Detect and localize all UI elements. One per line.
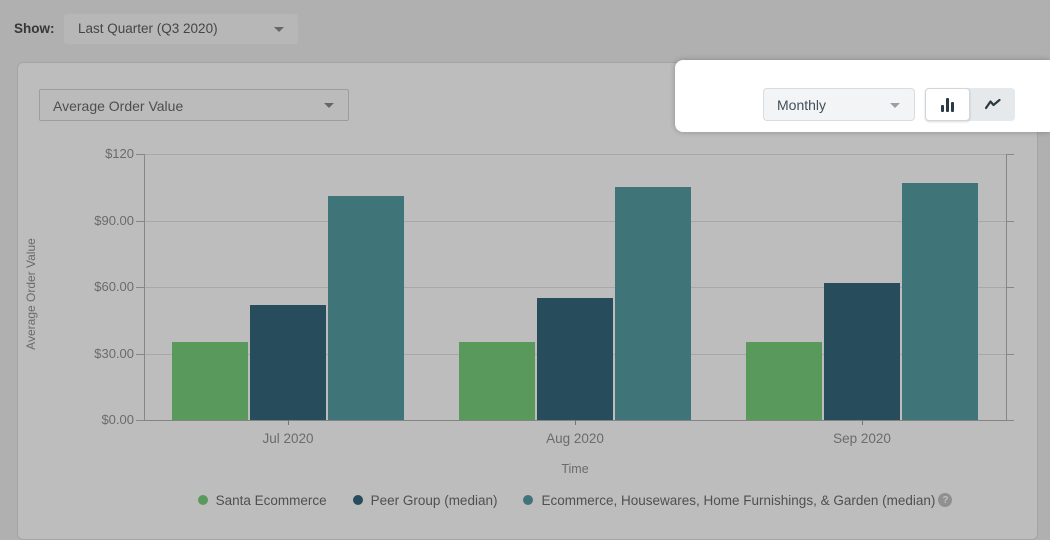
y-tick-label: $60.00 <box>94 279 134 294</box>
bar-chart-icon <box>941 97 954 112</box>
bar-sep-2020-s0[interactable] <box>746 342 822 420</box>
bar-sep-2020-s1[interactable] <box>824 283 900 420</box>
top-toolbar: Show: Last Quarter (Q3 2020) <box>0 0 1050 62</box>
metric-dropdown[interactable]: Average Order Value <box>39 89 349 121</box>
y-axis-tick <box>1006 287 1014 288</box>
period-dropdown-value: Last Quarter (Q3 2020) <box>78 21 218 36</box>
y-tick-label: $0.00 <box>101 412 134 427</box>
x-axis-tick <box>575 420 576 425</box>
bar-aug-2020-s2[interactable] <box>615 187 691 420</box>
y-axis-tick <box>1006 420 1014 421</box>
bar-sep-2020-s2[interactable] <box>902 183 978 420</box>
x-tick-label: Sep 2020 <box>833 431 891 446</box>
right-axis-line <box>1006 154 1007 420</box>
legend-label: Peer Group (median) <box>370 492 498 508</box>
legend-label: Santa Ecommerce <box>215 492 327 508</box>
y-axis-tick <box>1006 221 1014 222</box>
y-tick-label: $90.00 <box>94 213 134 228</box>
chart-panel: Average Order Value Average Order Value … <box>17 62 1038 540</box>
legend-dot <box>523 495 534 505</box>
legend-item-2[interactable]: Ecommerce, Housewares, Home Furnishings,… <box>523 492 953 508</box>
chevron-down-icon <box>890 102 900 108</box>
period-dropdown[interactable]: Last Quarter (Q3 2020) <box>64 14 298 44</box>
legend-item-0[interactable]: Santa Ecommerce <box>197 492 327 508</box>
y-axis-tick <box>1006 354 1014 355</box>
y-axis-tick <box>136 420 144 421</box>
chevron-down-icon <box>324 103 334 108</box>
y-axis-line <box>144 154 145 420</box>
frequency-dropdown[interactable]: Monthly <box>763 88 915 121</box>
x-axis-tick <box>862 420 863 425</box>
help-icon[interactable]: ? <box>938 493 953 507</box>
y-axis-tick <box>136 287 144 288</box>
y-axis-tick <box>136 221 144 222</box>
line-chart-icon <box>984 98 1001 110</box>
y-axis-tick <box>136 354 144 355</box>
gridline <box>144 221 1006 222</box>
legend-dot <box>352 495 363 505</box>
y-axis-tick <box>1006 154 1014 155</box>
y-axis-tick <box>136 154 144 155</box>
x-axis-title: Time <box>561 462 589 476</box>
gridline <box>144 154 1006 155</box>
show-label: Show: <box>14 21 55 36</box>
bar-jul-2020-s1[interactable] <box>250 305 326 420</box>
y-tick-label: $30.00 <box>94 346 134 361</box>
metric-dropdown-value: Average Order Value <box>53 98 184 114</box>
legend-item-1[interactable]: Peer Group (median) <box>352 492 498 508</box>
line-view-button[interactable] <box>970 88 1015 121</box>
chart-legend: Santa Ecommerce Peer Group (median) Ecomme… <box>144 491 1006 509</box>
y-tick-label: $120 <box>105 146 134 161</box>
bar-aug-2020-s1[interactable] <box>537 298 613 420</box>
legend-dot <box>197 495 208 505</box>
x-tick-label: Jul 2020 <box>262 431 314 446</box>
gridline <box>144 287 1006 288</box>
bar-jul-2020-s0[interactable] <box>172 342 248 420</box>
chart-type-toggle <box>925 88 1015 121</box>
frequency-dropdown-value: Monthly <box>777 97 827 113</box>
spotlight-highlight: Monthly <box>675 60 1050 132</box>
x-axis-tick <box>288 420 289 425</box>
bar-jul-2020-s2[interactable] <box>328 196 404 420</box>
chevron-down-icon <box>274 27 284 32</box>
legend-label: Ecommerce, Housewares, Home Furnishings,… <box>541 492 936 508</box>
bar-aug-2020-s0[interactable] <box>459 342 535 420</box>
x-tick-label: Aug 2020 <box>546 431 604 446</box>
bar-view-button[interactable] <box>925 88 970 121</box>
